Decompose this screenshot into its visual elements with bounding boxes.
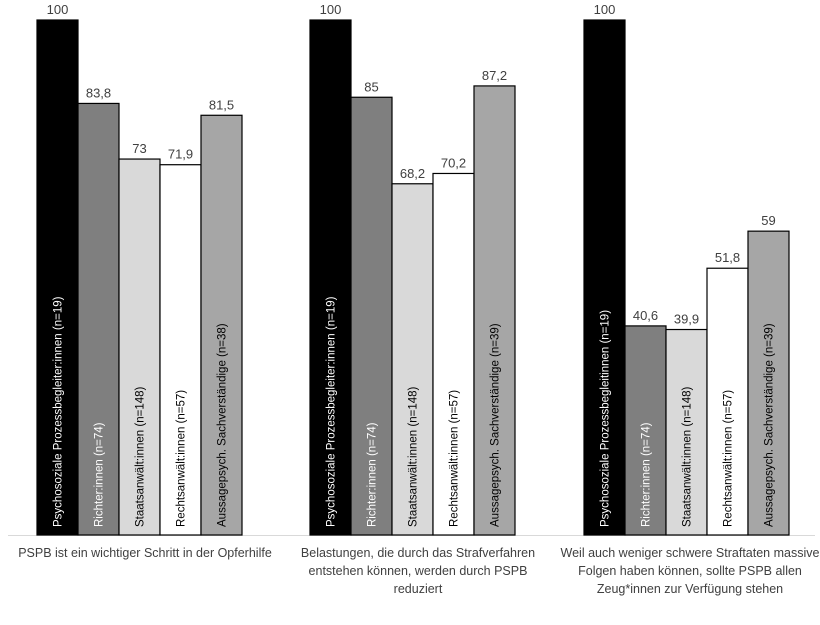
bar — [77, 102, 120, 536]
data-label: 68,2 — [400, 166, 425, 181]
bar — [747, 230, 790, 536]
bar — [665, 328, 708, 536]
bar — [200, 114, 243, 536]
bar-series-label: Richter:innen (n=74) — [641, 422, 653, 527]
bar-series-label: Rechtsanwält:innen (n=57) — [449, 390, 461, 527]
bar-series-label: Rechtsanwält:innen (n=57) — [723, 390, 735, 527]
bar-series-label: Staatsanwält:innen (n=148) — [408, 386, 420, 527]
bar — [118, 158, 161, 536]
bar-series-label: Aussagepsych. Sachverständige (n=38) — [217, 323, 229, 527]
bar-series-label: Staatsanwält:innen (n=148) — [135, 386, 147, 527]
bar — [432, 172, 475, 536]
data-label: 81,5 — [209, 97, 234, 112]
data-label: 51,8 — [715, 250, 740, 265]
bar-series-label: Richter:innen (n=74) — [367, 422, 379, 527]
bar — [583, 19, 626, 536]
category-label: Weil auch weniger schwere Straftaten mas… — [560, 546, 820, 596]
bar-series-label: Psychosoziale Prozessbegleitinnen (n=19) — [600, 310, 612, 527]
bar-series-label: Psychosoziale Prozessbegleiter:innen (n=… — [326, 296, 338, 527]
bar-series-label: Staatsanwält:innen (n=148) — [682, 386, 694, 527]
bar — [706, 267, 749, 536]
data-label: 73 — [132, 141, 146, 156]
data-label: 100 — [47, 2, 69, 17]
bar — [473, 85, 516, 536]
data-label: 85 — [364, 79, 378, 94]
bar-series-label: Rechtsanwält:innen (n=57) — [176, 390, 188, 527]
bar-series-label: Aussagepsych. Sachverständige (n=39) — [490, 323, 502, 527]
bar — [309, 19, 352, 536]
bar-series-label: Psychosoziale Prozessbegleiter:innen (n=… — [53, 296, 65, 527]
data-label: 71,9 — [168, 147, 193, 162]
data-label: 70,2 — [441, 155, 466, 170]
category-label: PSPB ist ein wichtiger Schritt in der Op… — [18, 546, 272, 560]
data-label: 83,8 — [86, 85, 111, 100]
data-label: 100 — [320, 2, 342, 17]
bar-series-label: Richter:innen (n=74) — [94, 422, 106, 527]
data-label: 87,2 — [482, 68, 507, 83]
data-label: 59 — [761, 213, 775, 228]
bar-series-label: Aussagepsych. Sachverständige (n=39) — [764, 323, 776, 527]
category-label: Belastungen, die durch das Strafverfahre… — [300, 546, 536, 596]
data-label: 40,6 — [633, 308, 658, 323]
data-label: 39,9 — [674, 312, 699, 327]
data-label: 100 — [594, 2, 616, 17]
